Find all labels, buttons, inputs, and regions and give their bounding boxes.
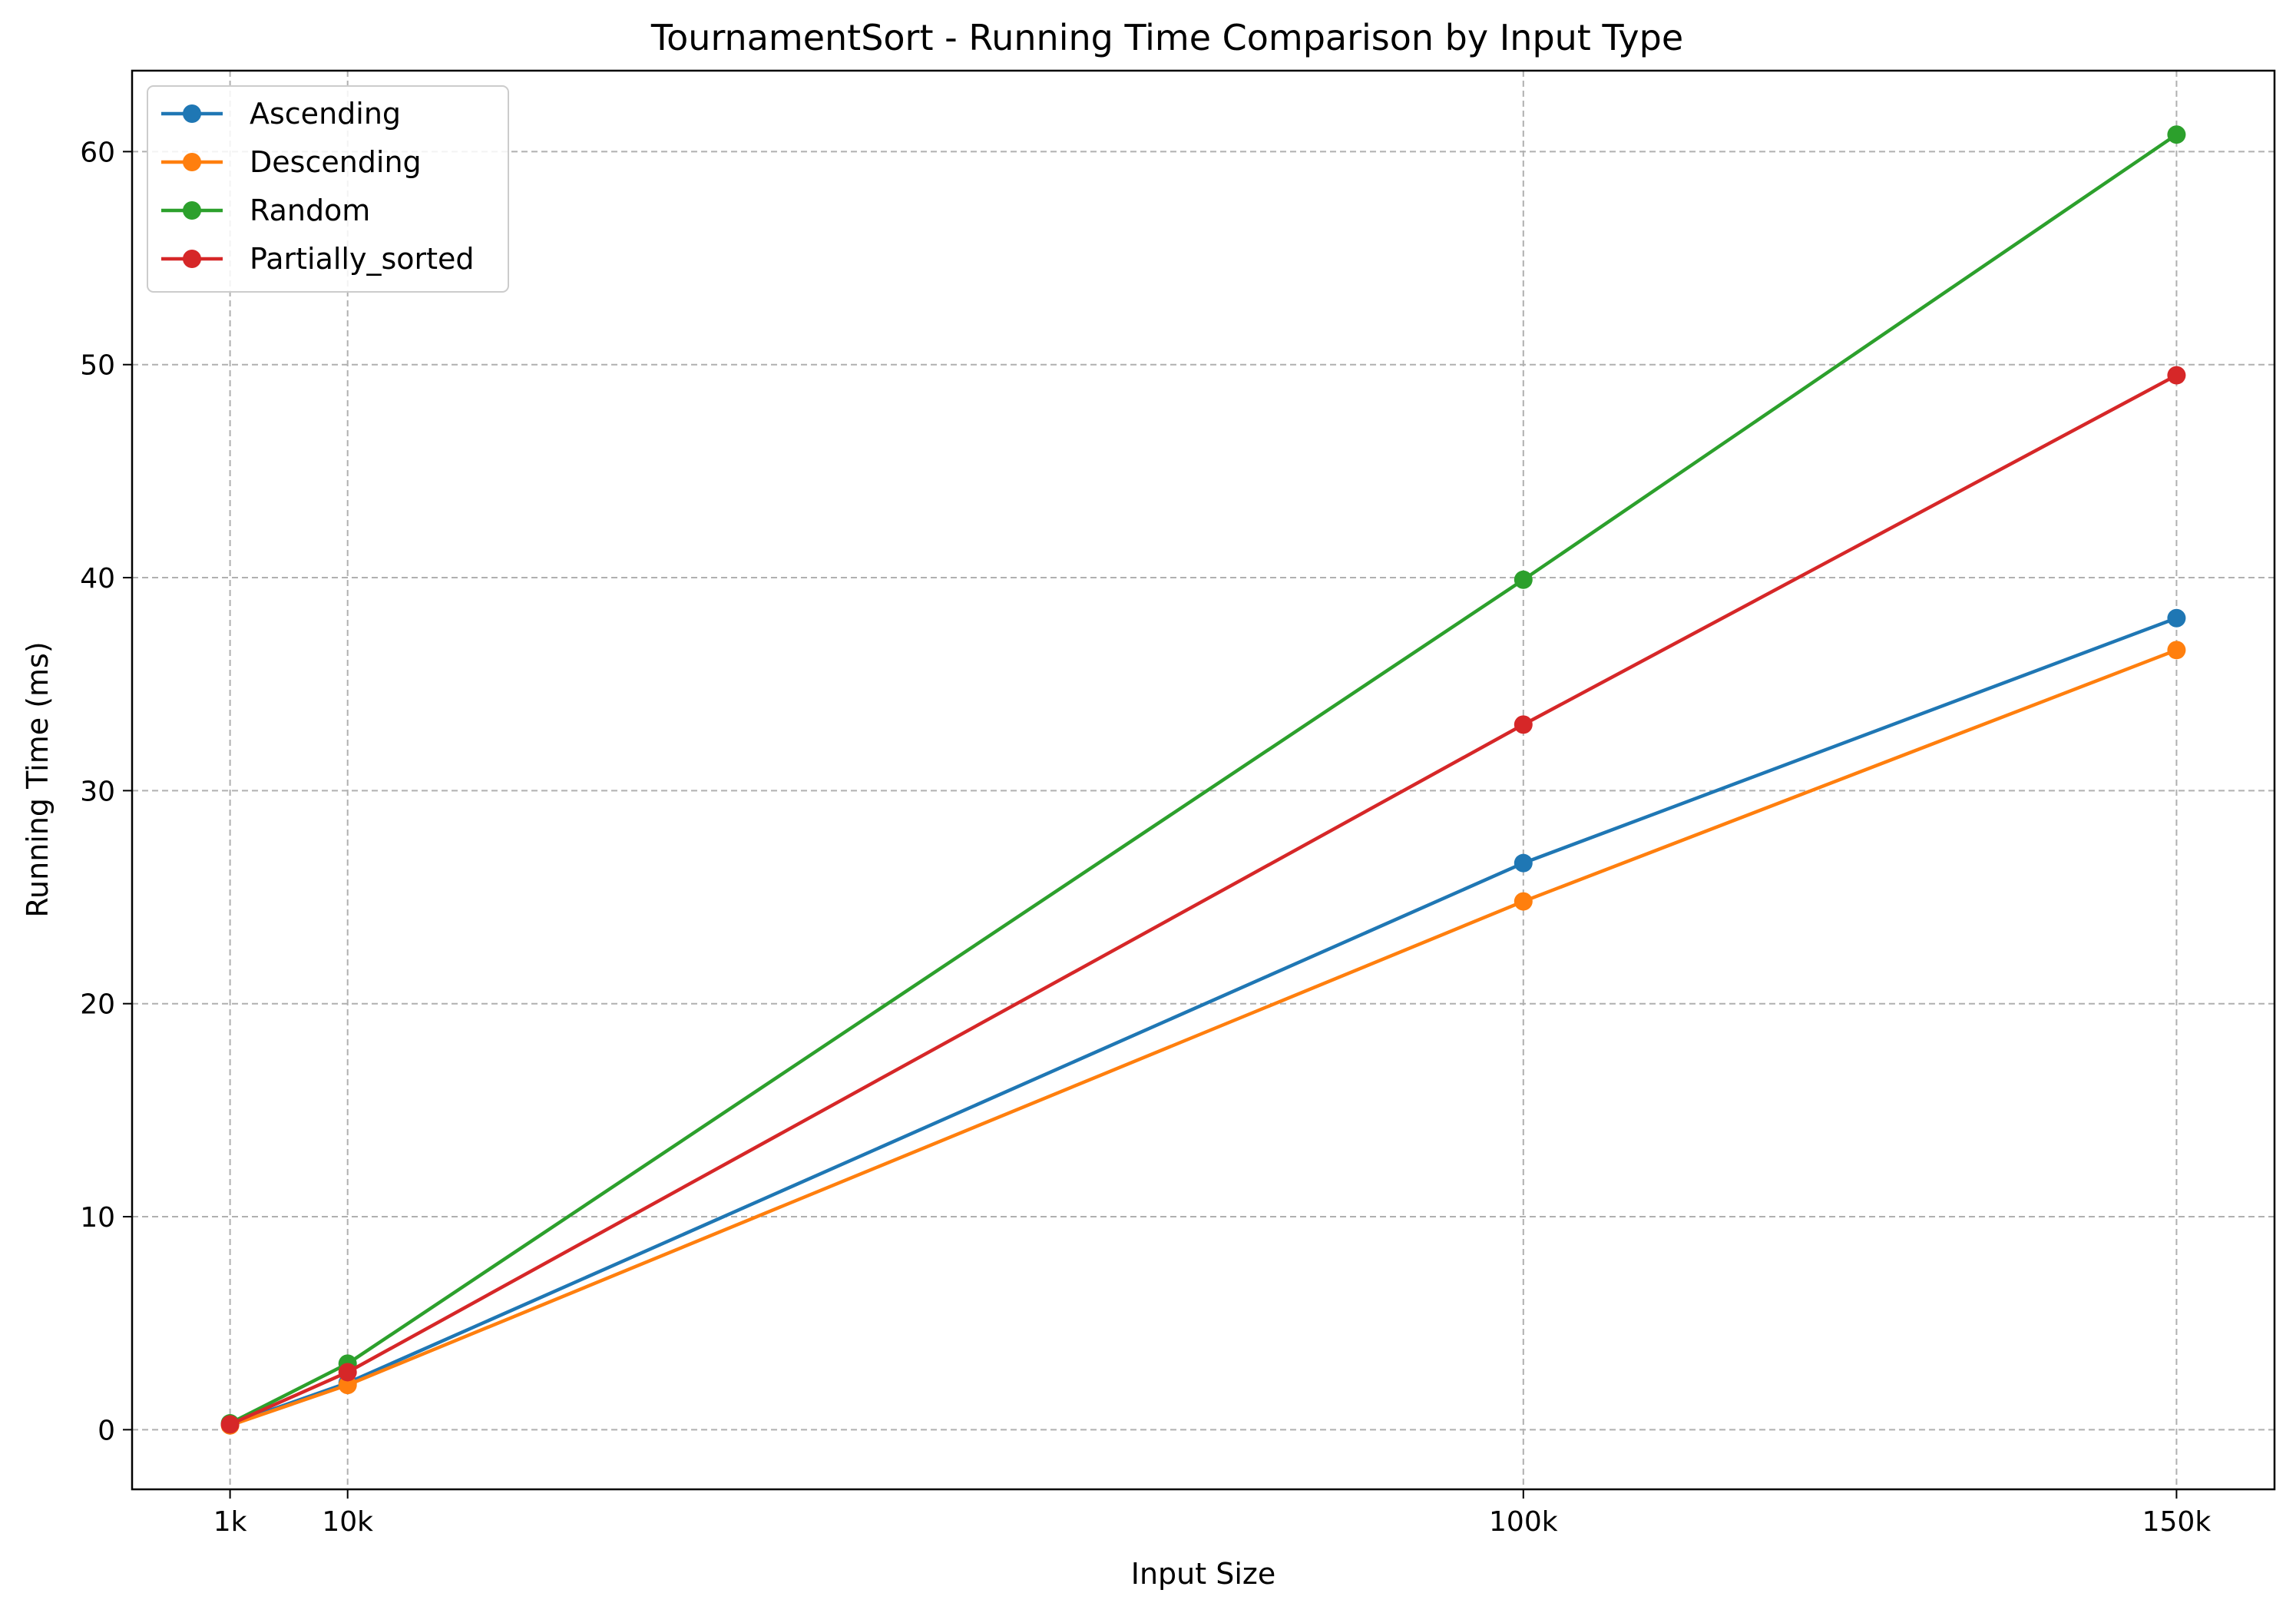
- data-point-descending: [1514, 892, 1533, 911]
- data-point-partially-sorted: [220, 1415, 240, 1434]
- legend-marker-ascending: [183, 104, 201, 123]
- data-point-random: [1514, 570, 1533, 589]
- y-axis-label: Running Time (ms): [21, 641, 55, 917]
- y-tick-label: 20: [80, 989, 115, 1021]
- x-tick-label: 150k: [2142, 1506, 2212, 1538]
- legend-marker-random: [183, 201, 201, 220]
- y-tick-label: 60: [80, 137, 115, 168]
- y-tick-label: 30: [80, 776, 115, 807]
- x-tick-label: 1k: [213, 1506, 247, 1538]
- data-point-ascending: [2167, 608, 2186, 628]
- series-line-random: [229, 133, 2178, 1426]
- legend-marker-descending: [183, 153, 201, 171]
- x-axis-label: Input Size: [1131, 1557, 1275, 1591]
- data-point-ascending: [1514, 853, 1533, 873]
- y-tick-label: 50: [80, 350, 115, 382]
- x-axis-ticks: 1k 10k 100k 150k: [213, 1489, 2212, 1538]
- plot-frame: [131, 69, 2276, 1491]
- data-point-partially-sorted: [338, 1363, 357, 1382]
- data-point-descending: [338, 1376, 357, 1395]
- x-tick-label: 100k: [1489, 1506, 1558, 1538]
- legend-marker-partially-sorted: [183, 250, 201, 268]
- legend-label-descending: Descending: [250, 145, 422, 179]
- data-point-random: [2167, 125, 2186, 144]
- legend-label-partially-sorted: Partially_sorted: [250, 242, 475, 276]
- legend: Ascending Descending Random Partially_sorte…: [147, 85, 509, 293]
- y-tick-label: 10: [80, 1202, 115, 1234]
- chart-title: TournamentSort - Running Time Comparison…: [650, 17, 1683, 58]
- legend-label-random: Random: [250, 194, 370, 227]
- legend-label-ascending: Ascending: [250, 97, 401, 131]
- series-line-partially-sorted: [229, 373, 2178, 1426]
- y-axis-ticks: 0 10 20 30 40 50 60: [80, 137, 132, 1446]
- data-point-partially-sorted: [2167, 366, 2186, 385]
- x-tick-label: 10k: [322, 1506, 373, 1538]
- legend-box: [147, 85, 509, 293]
- series-lines: [220, 125, 2186, 1435]
- data-point-descending: [2167, 641, 2186, 660]
- series-line-descending: [229, 648, 2178, 1427]
- series-partially-sorted: [220, 366, 2186, 1434]
- y-tick-label: 0: [98, 1415, 115, 1446]
- data-point-partially-sorted: [1514, 715, 1533, 734]
- y-tick-label: 40: [80, 563, 115, 595]
